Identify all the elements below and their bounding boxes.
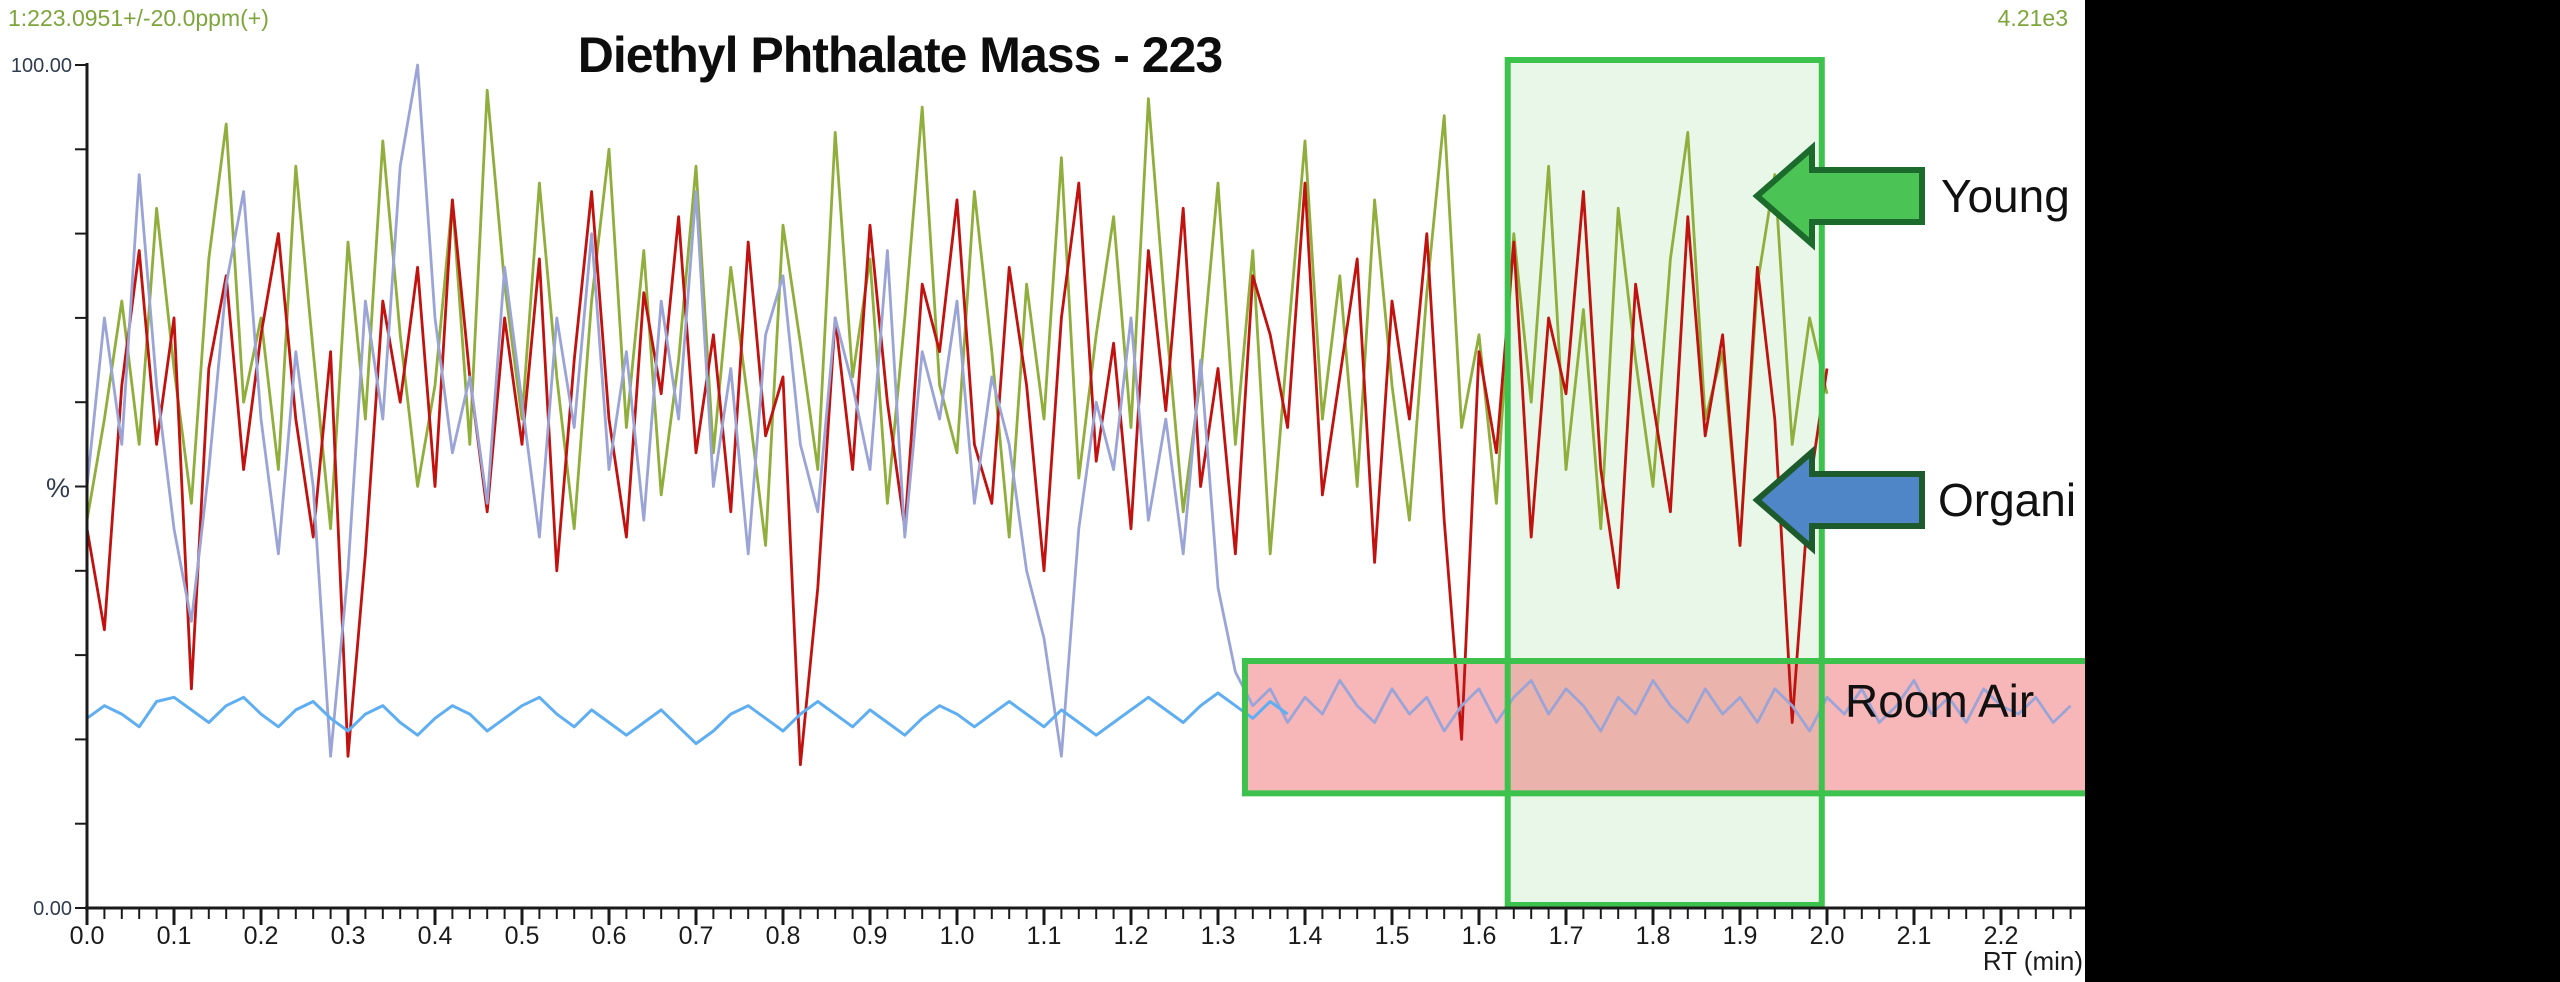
intensity-scale-label: 4.21e3 — [1997, 5, 2068, 31]
svg-text:0.3: 0.3 — [331, 922, 366, 950]
trace-sample-olive — [85, 88, 1829, 556]
chromatogram-traces — [85, 63, 2072, 767]
axes: 0.0 0.1 0.2 0.3 0.4 0.5 0.6 0.7 0.8 0.9 1.0 1.1 1.2 1… — [11, 55, 2085, 976]
y-axis-title: % — [46, 473, 70, 503]
svg-text:0.00: 0.00 — [33, 898, 72, 920]
svg-text:2.0: 2.0 — [1810, 922, 1845, 950]
x-axis-title: RT (min) — [1983, 946, 2083, 976]
svg-text:1.6: 1.6 — [1462, 922, 1497, 950]
svg-text:0.5: 0.5 — [505, 922, 540, 950]
svg-text:1.7: 1.7 — [1549, 922, 1584, 950]
svg-text:1.4: 1.4 — [1288, 922, 1323, 950]
svg-text:1.0: 1.0 — [940, 922, 975, 950]
trace-room-air-blue — [86, 691, 1289, 746]
svg-text:0.2: 0.2 — [244, 922, 279, 950]
room-air-annotation-label: Room Air — [1845, 675, 2035, 727]
svg-text:1.5: 1.5 — [1375, 922, 1410, 950]
trace-sample-periwinkle — [85, 63, 2072, 758]
letterbox-black-bar — [2085, 0, 2560, 982]
young-annotation-label: Young — [1941, 170, 2070, 222]
svg-text:2.1: 2.1 — [1897, 922, 1932, 950]
svg-text:0.9: 0.9 — [853, 922, 888, 950]
svg-text:2.2: 2.2 — [1984, 922, 2019, 950]
svg-text:0.0: 0.0 — [70, 922, 105, 950]
block-arrow-young-icon — [1752, 141, 1925, 251]
svg-text:1.2: 1.2 — [1114, 922, 1149, 950]
chromatogram-plot-area: 1:223.0951+/-20.0ppm(+) 4.21e3 Diethyl P… — [0, 0, 2085, 982]
svg-text:0.6: 0.6 — [592, 922, 627, 950]
mass-window-label: 1:223.0951+/-20.0ppm(+) — [8, 5, 269, 31]
svg-text:100.00: 100.00 — [11, 55, 72, 77]
svg-text:1.3: 1.3 — [1201, 922, 1236, 950]
block-arrow-organi-icon — [1752, 445, 1925, 555]
svg-text:0.1: 0.1 — [157, 922, 192, 950]
svg-text:0.7: 0.7 — [679, 922, 714, 950]
svg-text:1.1: 1.1 — [1027, 922, 1062, 950]
chromatogram-svg: 0.0 0.1 0.2 0.3 0.4 0.5 0.6 0.7 0.8 0.9 1.0 1.1 1.2 1… — [11, 55, 2085, 976]
organic-annotation-label: Organi — [1938, 474, 2077, 526]
svg-text:0.8: 0.8 — [766, 922, 801, 950]
annotation-arrows — [1752, 141, 1925, 555]
svg-text:0.4: 0.4 — [418, 922, 453, 950]
svg-text:1.9: 1.9 — [1723, 922, 1758, 950]
svg-text:1.8: 1.8 — [1636, 922, 1671, 950]
chart-title: Diethyl Phthalate Mass - 223 — [577, 27, 1223, 83]
